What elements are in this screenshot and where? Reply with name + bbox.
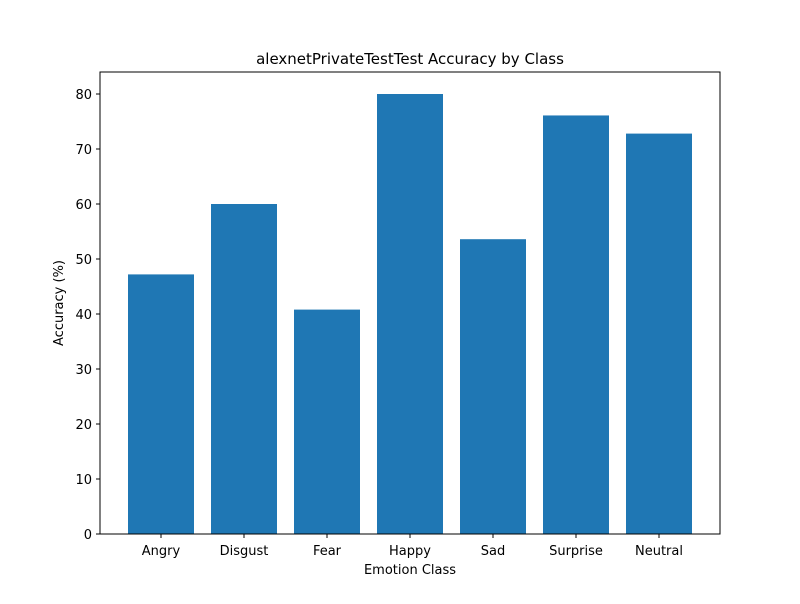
x-tick-label: Fear [313,544,342,559]
bar-disgust [211,204,277,534]
y-tick-label: 0 [84,528,92,543]
bar-sad [460,239,526,534]
y-tick-label: 20 [75,418,92,433]
bar-surprise [543,115,609,534]
bars-layer [128,94,692,534]
x-axis-ticks: Angry Disgust Fear Happy Sad Surprise Neutral [142,534,683,559]
y-tick-label: 60 [75,198,92,213]
bar-fear [294,309,360,534]
x-tick-label: Disgust [220,544,269,559]
chart-title: alexnetPrivateTestTest Accuracy by Class [256,50,564,68]
y-tick-label: 40 [75,308,92,323]
bar-neutral [626,133,692,534]
x-tick-label: Happy [389,544,431,559]
bar-angry [128,274,194,534]
plot-frame [99,71,721,535]
x-tick-label: Sad [481,544,505,559]
y-tick-label: 30 [75,363,92,378]
x-tick-label: Neutral [635,544,683,559]
y-tick-label: 10 [75,473,92,488]
y-tick-label: 80 [75,88,92,103]
y-axis-ticks: 0 10 20 30 40 50 60 70 80 [75,88,100,543]
x-tick-label: Angry [142,544,181,559]
bar-happy [377,94,443,534]
y-axis-label: Accuracy (%) [52,260,67,346]
y-tick-label: 70 [75,143,92,158]
y-tick-label: 50 [75,253,92,268]
x-axis-label: Emotion Class [364,563,456,578]
x-tick-label: Surprise [549,544,603,559]
